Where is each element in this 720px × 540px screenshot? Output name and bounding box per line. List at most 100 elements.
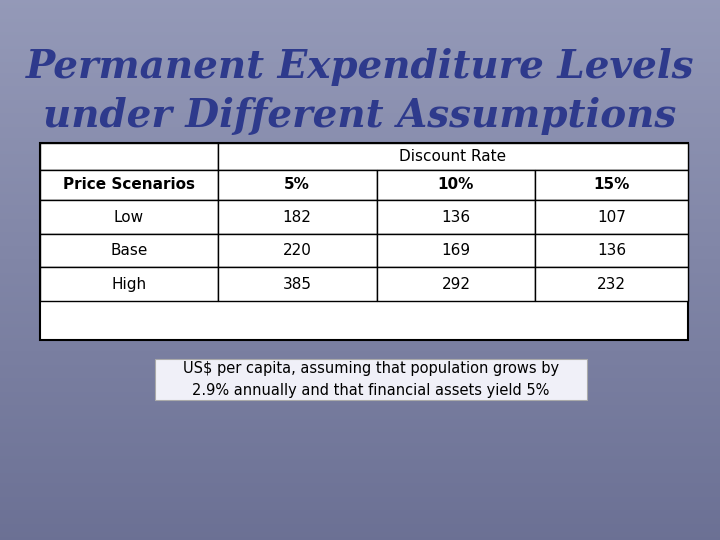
Bar <box>0 186 720 189</box>
Bar <box>0 319 720 321</box>
Bar <box>0 278 720 281</box>
Bar <box>0 400 720 402</box>
Bar <box>0 232 720 235</box>
Bar <box>0 292 720 294</box>
Bar <box>0 413 720 416</box>
Bar <box>0 27 720 30</box>
Bar <box>0 173 720 176</box>
Bar <box>0 89 720 92</box>
Bar <box>0 359 720 362</box>
Bar <box>0 130 720 132</box>
Bar <box>40 143 217 170</box>
Bar <box>0 370 720 373</box>
Bar <box>40 234 217 267</box>
Bar <box>0 427 720 429</box>
Bar <box>0 516 720 518</box>
Bar <box>0 105 720 108</box>
Bar <box>0 362 720 364</box>
Bar <box>40 267 217 301</box>
Bar <box>0 510 720 513</box>
Text: High: High <box>111 276 146 292</box>
Bar <box>0 289 720 292</box>
Text: 232: 232 <box>597 276 626 292</box>
Bar <box>0 386 720 389</box>
Bar <box>0 157 720 159</box>
Bar <box>0 367 720 370</box>
Bar <box>0 351 720 354</box>
Bar <box>0 308 720 310</box>
Bar <box>0 491 720 494</box>
Bar <box>0 138 720 140</box>
Bar <box>0 284 720 286</box>
Bar <box>0 219 720 221</box>
Bar <box>0 30 720 32</box>
Bar <box>0 537 720 540</box>
Bar <box>0 119 720 122</box>
Bar <box>535 200 688 234</box>
Bar <box>0 305 720 308</box>
Bar <box>0 408 720 410</box>
Bar <box>0 65 720 68</box>
Bar <box>0 483 720 486</box>
Bar <box>0 329 720 332</box>
Bar <box>0 38 720 40</box>
Bar <box>0 116 720 119</box>
Bar <box>40 143 688 340</box>
Bar <box>0 432 720 435</box>
Bar <box>0 324 720 327</box>
Bar <box>0 57 720 59</box>
Bar <box>0 46 720 49</box>
Bar <box>217 143 688 170</box>
Bar <box>0 521 720 524</box>
Bar <box>0 22 720 24</box>
Bar <box>0 470 720 472</box>
Bar <box>0 383 720 386</box>
Bar <box>217 200 377 234</box>
Bar <box>0 286 720 289</box>
Bar <box>0 111 720 113</box>
Text: 107: 107 <box>597 210 626 225</box>
Bar <box>0 378 720 381</box>
Bar <box>0 327 720 329</box>
Bar <box>0 197 720 200</box>
Bar <box>0 68 720 70</box>
Bar <box>0 335 720 338</box>
Bar <box>0 24 720 27</box>
Bar <box>0 76 720 78</box>
Bar <box>0 348 720 351</box>
Bar <box>535 234 688 267</box>
Bar <box>0 478 720 481</box>
Bar <box>0 310 720 313</box>
Bar <box>0 392 720 394</box>
Bar <box>0 302 720 305</box>
Bar <box>0 40 720 43</box>
Text: under Different Assumptions: under Different Assumptions <box>43 97 677 135</box>
Bar <box>0 451 720 454</box>
Bar <box>0 321 720 324</box>
Bar <box>0 189 720 192</box>
Bar <box>377 267 535 301</box>
Bar <box>0 5 720 8</box>
Bar <box>0 462 720 464</box>
Bar <box>0 529 720 532</box>
Bar <box>0 11 720 14</box>
Bar <box>0 402 720 405</box>
Bar <box>0 162 720 165</box>
Bar <box>0 62 720 65</box>
Bar <box>0 51 720 54</box>
Bar <box>0 43 720 46</box>
Bar <box>0 192 720 194</box>
Text: Discount Rate: Discount Rate <box>399 149 506 164</box>
Text: 10%: 10% <box>438 178 474 192</box>
Bar <box>0 159 720 162</box>
Bar <box>0 267 720 270</box>
Bar <box>0 165 720 167</box>
Bar <box>0 354 720 356</box>
Bar <box>0 448 720 451</box>
Bar <box>0 108 720 111</box>
Bar <box>0 338 720 340</box>
Bar <box>0 127 720 130</box>
Bar <box>0 381 720 383</box>
Bar <box>0 429 720 432</box>
Bar <box>0 446 720 448</box>
